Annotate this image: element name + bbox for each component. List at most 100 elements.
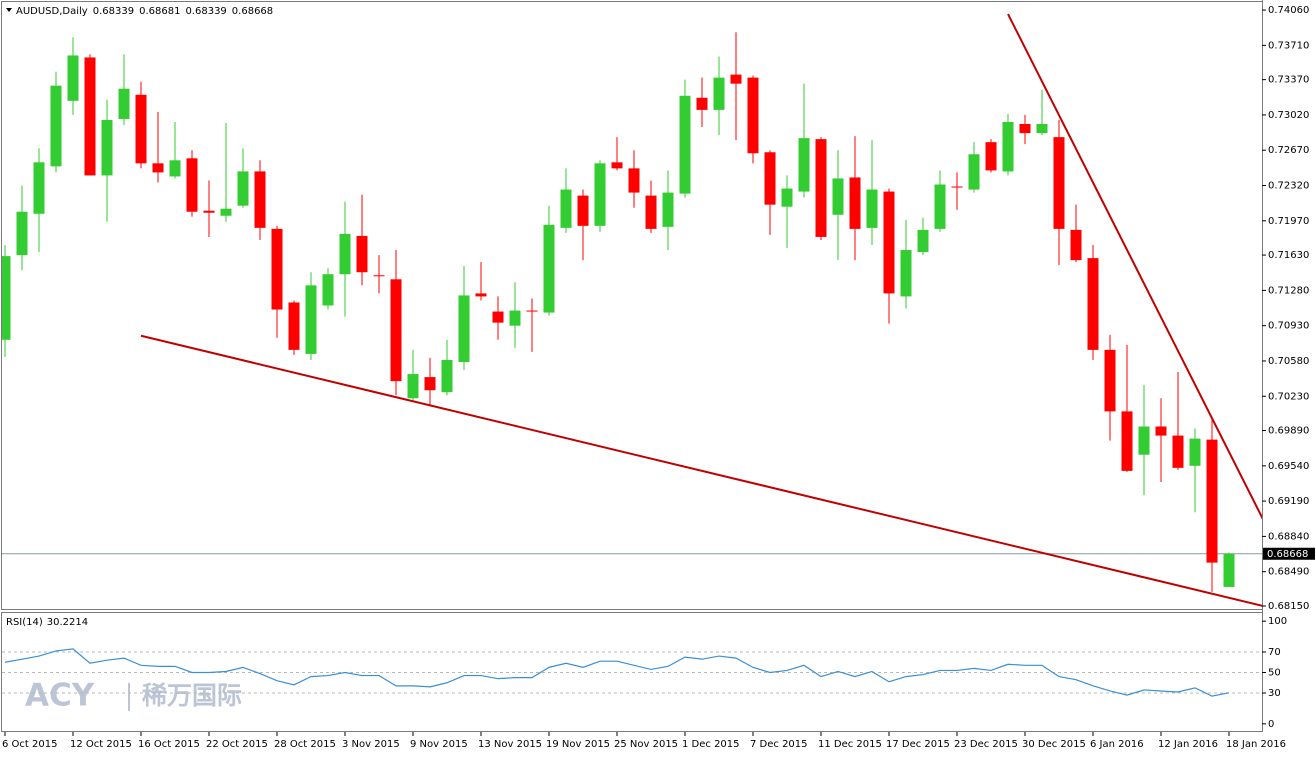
y-tick-label: 0.73370 — [1268, 75, 1309, 86]
x-tick-label: 7 Dec 2015 — [750, 739, 808, 750]
candle-body — [271, 228, 283, 310]
candle-body — [407, 374, 419, 399]
candle-body — [339, 233, 351, 275]
candle-body — [713, 77, 725, 110]
candle-body — [526, 310, 538, 312]
rsi-plot — [2, 648, 1262, 697]
candle-body — [985, 142, 997, 171]
candle-body — [1138, 426, 1150, 455]
candle-body — [900, 250, 912, 297]
candle-body — [118, 88, 130, 119]
candle-body — [560, 189, 572, 228]
rsi-tick-label: 70 — [1268, 647, 1281, 658]
candle-body — [458, 295, 470, 362]
x-tick-label: 9 Nov 2015 — [410, 739, 468, 750]
candle-body — [1087, 258, 1099, 350]
candle-body — [186, 158, 198, 212]
candle-body — [543, 224, 555, 313]
candle-body — [1121, 411, 1133, 471]
rsi-tick-label: 100 — [1268, 616, 1287, 627]
trendline — [140, 334, 1262, 607]
x-tick-label: 23 Dec 2015 — [954, 739, 1018, 750]
x-tick-label: 17 Dec 2015 — [886, 739, 950, 750]
x-tick-label: 3 Nov 2015 — [342, 739, 400, 750]
candle-body — [356, 235, 368, 273]
y-tick-label: 0.70580 — [1268, 356, 1309, 367]
candle-body — [866, 189, 878, 228]
candle-body — [509, 310, 521, 326]
candle-body — [679, 95, 691, 194]
x-tick-label: 12 Oct 2015 — [70, 739, 132, 750]
y-tick-label: 0.68150 — [1268, 601, 1309, 612]
x-tick-label: 13 Nov 2015 — [478, 739, 542, 750]
y-tick-label: 0.73710 — [1268, 40, 1309, 51]
candle-body — [67, 55, 79, 101]
trendline — [1007, 13, 1262, 520]
candle-body — [84, 57, 96, 176]
header-open: 0.68339 — [93, 6, 134, 17]
x-tick-label: 12 Jan 2016 — [1158, 739, 1218, 750]
y-tick-label: 0.68490 — [1268, 567, 1309, 578]
y-tick-label: 0.71630 — [1268, 250, 1309, 261]
x-tick-label: 11 Dec 2015 — [818, 739, 882, 750]
candle-body — [934, 184, 946, 229]
y-tick-label: 0.70930 — [1268, 321, 1309, 332]
candle-body — [441, 359, 453, 393]
rsi-last-value: 30.2214 — [47, 617, 88, 628]
y-tick-label: 0.71280 — [1268, 285, 1309, 296]
candle-body — [492, 311, 504, 323]
candle-body — [628, 168, 640, 193]
header-close: 0.68668 — [232, 6, 273, 17]
candle-body — [1104, 349, 1116, 412]
chart-header: AUDUSD,Daily 0.68339 0.68681 0.68339 0.68668 — [16, 6, 273, 17]
header-low: 0.68339 — [185, 6, 226, 17]
y-tick-label: 0.69190 — [1268, 496, 1309, 507]
x-tick-label: 6 Oct 2015 — [2, 739, 57, 750]
candle-body — [1206, 439, 1218, 563]
y-tick-label: 0.71970 — [1268, 216, 1309, 227]
current-price-box — [1263, 547, 1315, 560]
candle-body — [611, 162, 623, 169]
watermark-chinese: 稀万国际 — [142, 681, 242, 710]
rsi-tick-label: 0 — [1268, 719, 1274, 730]
candle-body — [1019, 124, 1031, 134]
candle-body — [135, 94, 147, 164]
candle-body — [2, 256, 11, 340]
candle-body — [1002, 121, 1014, 172]
y-tick-label: 0.72670 — [1268, 145, 1309, 156]
menu-triangle — [6, 8, 12, 12]
candle-body — [101, 119, 113, 176]
candle-body — [424, 377, 436, 391]
rsi-line — [4, 648, 1230, 697]
symbol-period: AUDUSD,Daily — [16, 6, 88, 17]
y-tick-label: 0.72320 — [1268, 181, 1309, 192]
candle-body — [1172, 435, 1184, 468]
candle-body — [883, 191, 895, 294]
candle-body — [968, 154, 980, 190]
candle-body — [203, 210, 215, 213]
candle-body — [1053, 137, 1065, 229]
header-high: 0.68681 — [139, 6, 180, 17]
y-tick-label: 0.74060 — [1268, 5, 1309, 16]
x-tick-label: 30 Dec 2015 — [1022, 739, 1086, 750]
candle-body — [373, 275, 385, 277]
candle-body — [322, 274, 334, 306]
candle-body — [1036, 124, 1048, 134]
x-tick-label: 19 Nov 2015 — [546, 739, 610, 750]
candle-body — [815, 139, 827, 237]
main-plot — [2, 13, 1262, 607]
rsi-tick-label: 50 — [1268, 668, 1281, 679]
rsi-tick-label: 30 — [1268, 688, 1281, 699]
candle-body — [305, 285, 317, 354]
y-tick-label: 0.69540 — [1268, 461, 1309, 472]
candle-body — [798, 138, 810, 192]
x-tick-label: 18 Jan 2016 — [1226, 739, 1286, 750]
x-tick-label: 16 Oct 2015 — [138, 739, 200, 750]
candle-body — [781, 188, 793, 207]
candle-body — [577, 195, 589, 226]
y-tick-label: 0.69890 — [1268, 426, 1309, 437]
candle-body — [764, 152, 776, 205]
